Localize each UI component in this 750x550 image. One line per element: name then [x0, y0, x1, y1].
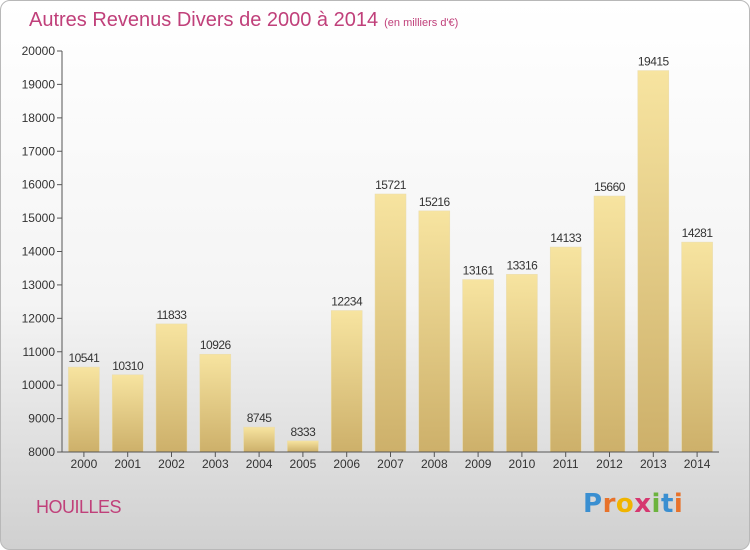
chart-title-text: Autres Revenus Divers de 2000 à 2014	[29, 9, 379, 31]
y-tick-label: 8000	[28, 445, 55, 459]
bar	[462, 279, 494, 453]
x-tick-label: 2003	[202, 457, 229, 471]
x-tick-label: 2000	[71, 457, 98, 471]
x-tick-label: 2005	[290, 457, 317, 471]
chart-unit-note: (en milliers d'€)	[384, 17, 459, 29]
bar	[287, 440, 319, 453]
bar-value-label: 10541	[68, 351, 100, 365]
bar-value-label: 15660	[594, 180, 626, 194]
bar-value-label: 11833	[157, 308, 188, 322]
logo-letter: o	[615, 489, 635, 519]
bar	[681, 241, 713, 453]
bars-group: 10541 10310 11833 10926 8745 8333 12234 15721 15…	[68, 55, 714, 453]
bar	[155, 323, 188, 453]
bar	[68, 366, 100, 453]
y-tick-label: 18000	[22, 111, 56, 125]
logo-letter: P	[583, 489, 603, 519]
y-tick-label: 14000	[22, 245, 56, 259]
y-tick-label: 15000	[22, 211, 56, 225]
x-tick-label: 2006	[333, 457, 360, 471]
logo-letter: t	[660, 489, 674, 519]
x-tick-label: 2011	[553, 457, 579, 471]
y-axis: 8000 9000 10000 11000 12000 13000 14000 15000 16…	[22, 44, 63, 459]
bar-value-label: 15216	[419, 195, 451, 209]
bar	[637, 70, 670, 453]
bar-value-label: 14281	[682, 226, 714, 240]
bar-value-label: 13161	[463, 264, 495, 278]
y-tick-label: 12000	[22, 311, 56, 325]
bar-value-label: 13316	[506, 258, 538, 272]
x-tick-label: 2001	[114, 457, 141, 471]
y-tick-label: 9000	[28, 412, 55, 426]
bar-value-label: 10310	[112, 359, 144, 373]
bar-value-label: 8745	[247, 411, 273, 425]
bar	[549, 246, 582, 453]
y-tick-label: 11000	[23, 345, 56, 359]
x-tick-label: 2010	[509, 457, 536, 471]
y-tick-label: 10000	[22, 378, 56, 392]
bar	[330, 310, 363, 453]
logo-letter: i	[673, 489, 684, 519]
bar	[418, 210, 451, 453]
commune-name: HOUILLES	[36, 497, 122, 517]
y-tick-label: 19000	[22, 77, 56, 91]
bar	[199, 353, 232, 453]
bar-value-label: 10926	[200, 338, 232, 352]
y-tick-label: 16000	[22, 178, 56, 192]
bar	[593, 195, 626, 453]
x-tick-label: 2008	[421, 457, 448, 471]
bar-value-label: 14133	[550, 231, 582, 245]
bar-value-label: 8333	[291, 425, 317, 439]
x-tick-label: 2013	[640, 457, 667, 471]
bar-value-label: 12234	[331, 295, 363, 309]
bar-value-label: 19415	[638, 55, 670, 69]
bar	[111, 374, 144, 453]
x-tick-label: 2009	[465, 457, 492, 471]
y-tick-label: 13000	[22, 278, 56, 292]
logo-letter: x	[634, 489, 652, 519]
x-tick-label: 2007	[377, 457, 404, 471]
x-tick-label: 2002	[158, 457, 185, 471]
chart-title: Autres Revenus Divers de 2000 à 2014 (en …	[29, 9, 458, 32]
x-tick-label: 2014	[684, 457, 711, 471]
bar	[374, 193, 407, 453]
y-tick-label: 17000	[22, 144, 56, 158]
logo-letter: r	[602, 489, 616, 519]
x-tick-label: 2012	[596, 457, 623, 471]
logo-letter: i	[651, 489, 661, 519]
x-tick-label: 2004	[246, 457, 273, 471]
bar	[243, 426, 275, 453]
y-tick-label: 20000	[22, 44, 56, 58]
proxiti-logo: Proxiti	[583, 489, 683, 519]
bar	[506, 274, 538, 453]
x-axis: 2000 2001 2002 2003 2004 2005 2006 2007 2008 2009…	[62, 451, 719, 471]
bar-value-label: 15721	[375, 178, 407, 192]
